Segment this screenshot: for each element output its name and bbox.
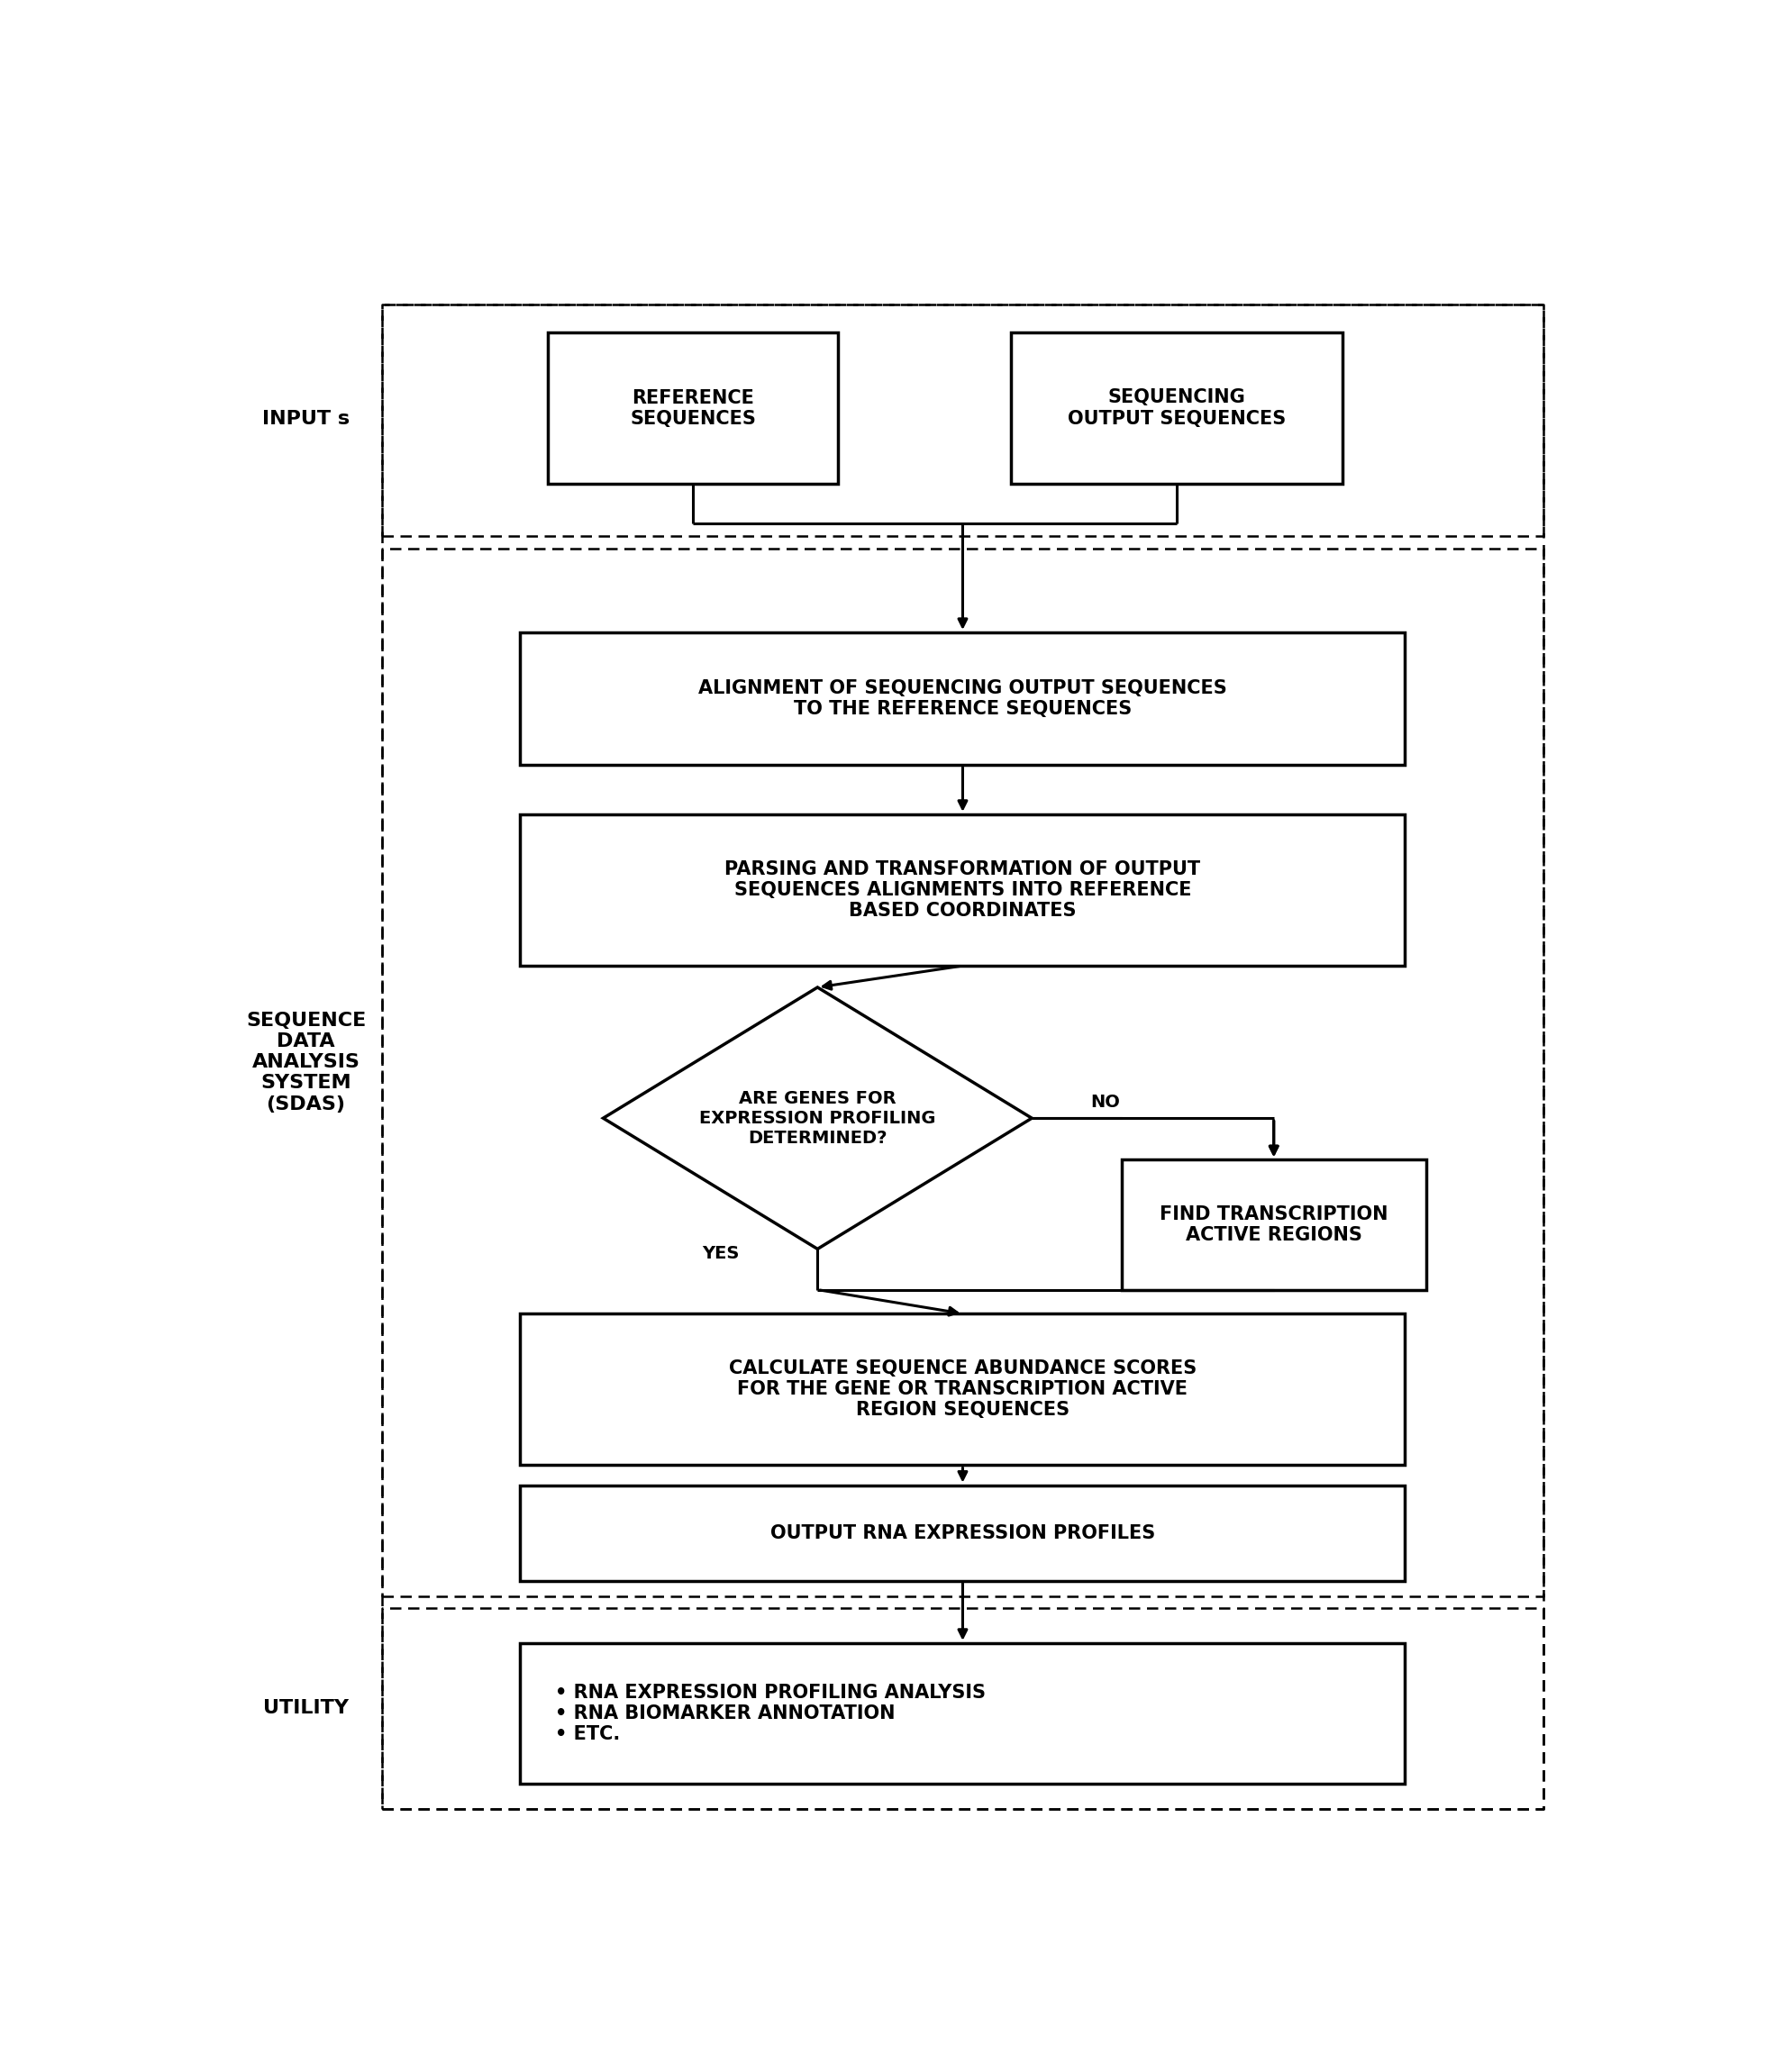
Text: PARSING AND TRANSFORMATION OF OUTPUT
SEQUENCES ALIGNMENTS INTO REFERENCE
BASED C: PARSING AND TRANSFORMATION OF OUTPUT SEQ… bbox=[724, 860, 1201, 920]
Text: • RNA EXPRESSION PROFILING ANALYSIS
• RNA BIOMARKER ANNOTATION
• ETC.: • RNA EXPRESSION PROFILING ANALYSIS • RN… bbox=[555, 1682, 985, 1743]
Bar bbox=[1012, 332, 1343, 485]
Text: REFERENCE
SEQUENCES: REFERENCE SEQUENCES bbox=[630, 390, 756, 427]
Text: FIND TRANSCRIPTION
ACTIVE REGIONS: FIND TRANSCRIPTION ACTIVE REGIONS bbox=[1160, 1206, 1388, 1245]
Text: SEQUENCE
DATA
ANALYSIS
SYSTEM
(SDAS): SEQUENCE DATA ANALYSIS SYSTEM (SDAS) bbox=[246, 1011, 366, 1113]
Bar bbox=[548, 332, 838, 485]
Text: SEQUENCING
OUTPUT SEQUENCES: SEQUENCING OUTPUT SEQUENCES bbox=[1069, 390, 1286, 427]
Bar bbox=[521, 1314, 1406, 1465]
Text: ARE GENES FOR
EXPRESSION PROFILING
DETERMINED?: ARE GENES FOR EXPRESSION PROFILING DETER… bbox=[699, 1090, 937, 1146]
Bar bbox=[521, 814, 1406, 966]
Text: CALCULATE SEQUENCE ABUNDANCE SCORES
FOR THE GENE OR TRANSCRIPTION ACTIVE
REGION : CALCULATE SEQUENCE ABUNDANCE SCORES FOR … bbox=[730, 1359, 1197, 1419]
Polygon shape bbox=[603, 988, 1031, 1249]
Text: INPUT s: INPUT s bbox=[262, 410, 350, 429]
Bar bbox=[1122, 1160, 1425, 1291]
Bar bbox=[521, 632, 1406, 765]
Text: ALIGNMENT OF SEQUENCING OUTPUT SEQUENCES
TO THE REFERENCE SEQUENCES: ALIGNMENT OF SEQUENCING OUTPUT SEQUENCES… bbox=[698, 680, 1227, 719]
Text: NO: NO bbox=[1090, 1094, 1120, 1111]
Text: YES: YES bbox=[703, 1245, 739, 1262]
Text: UTILITY: UTILITY bbox=[264, 1699, 348, 1718]
Text: OUTPUT RNA EXPRESSION PROFILES: OUTPUT RNA EXPRESSION PROFILES bbox=[771, 1525, 1156, 1542]
Bar bbox=[521, 1643, 1406, 1784]
Bar bbox=[521, 1486, 1406, 1581]
